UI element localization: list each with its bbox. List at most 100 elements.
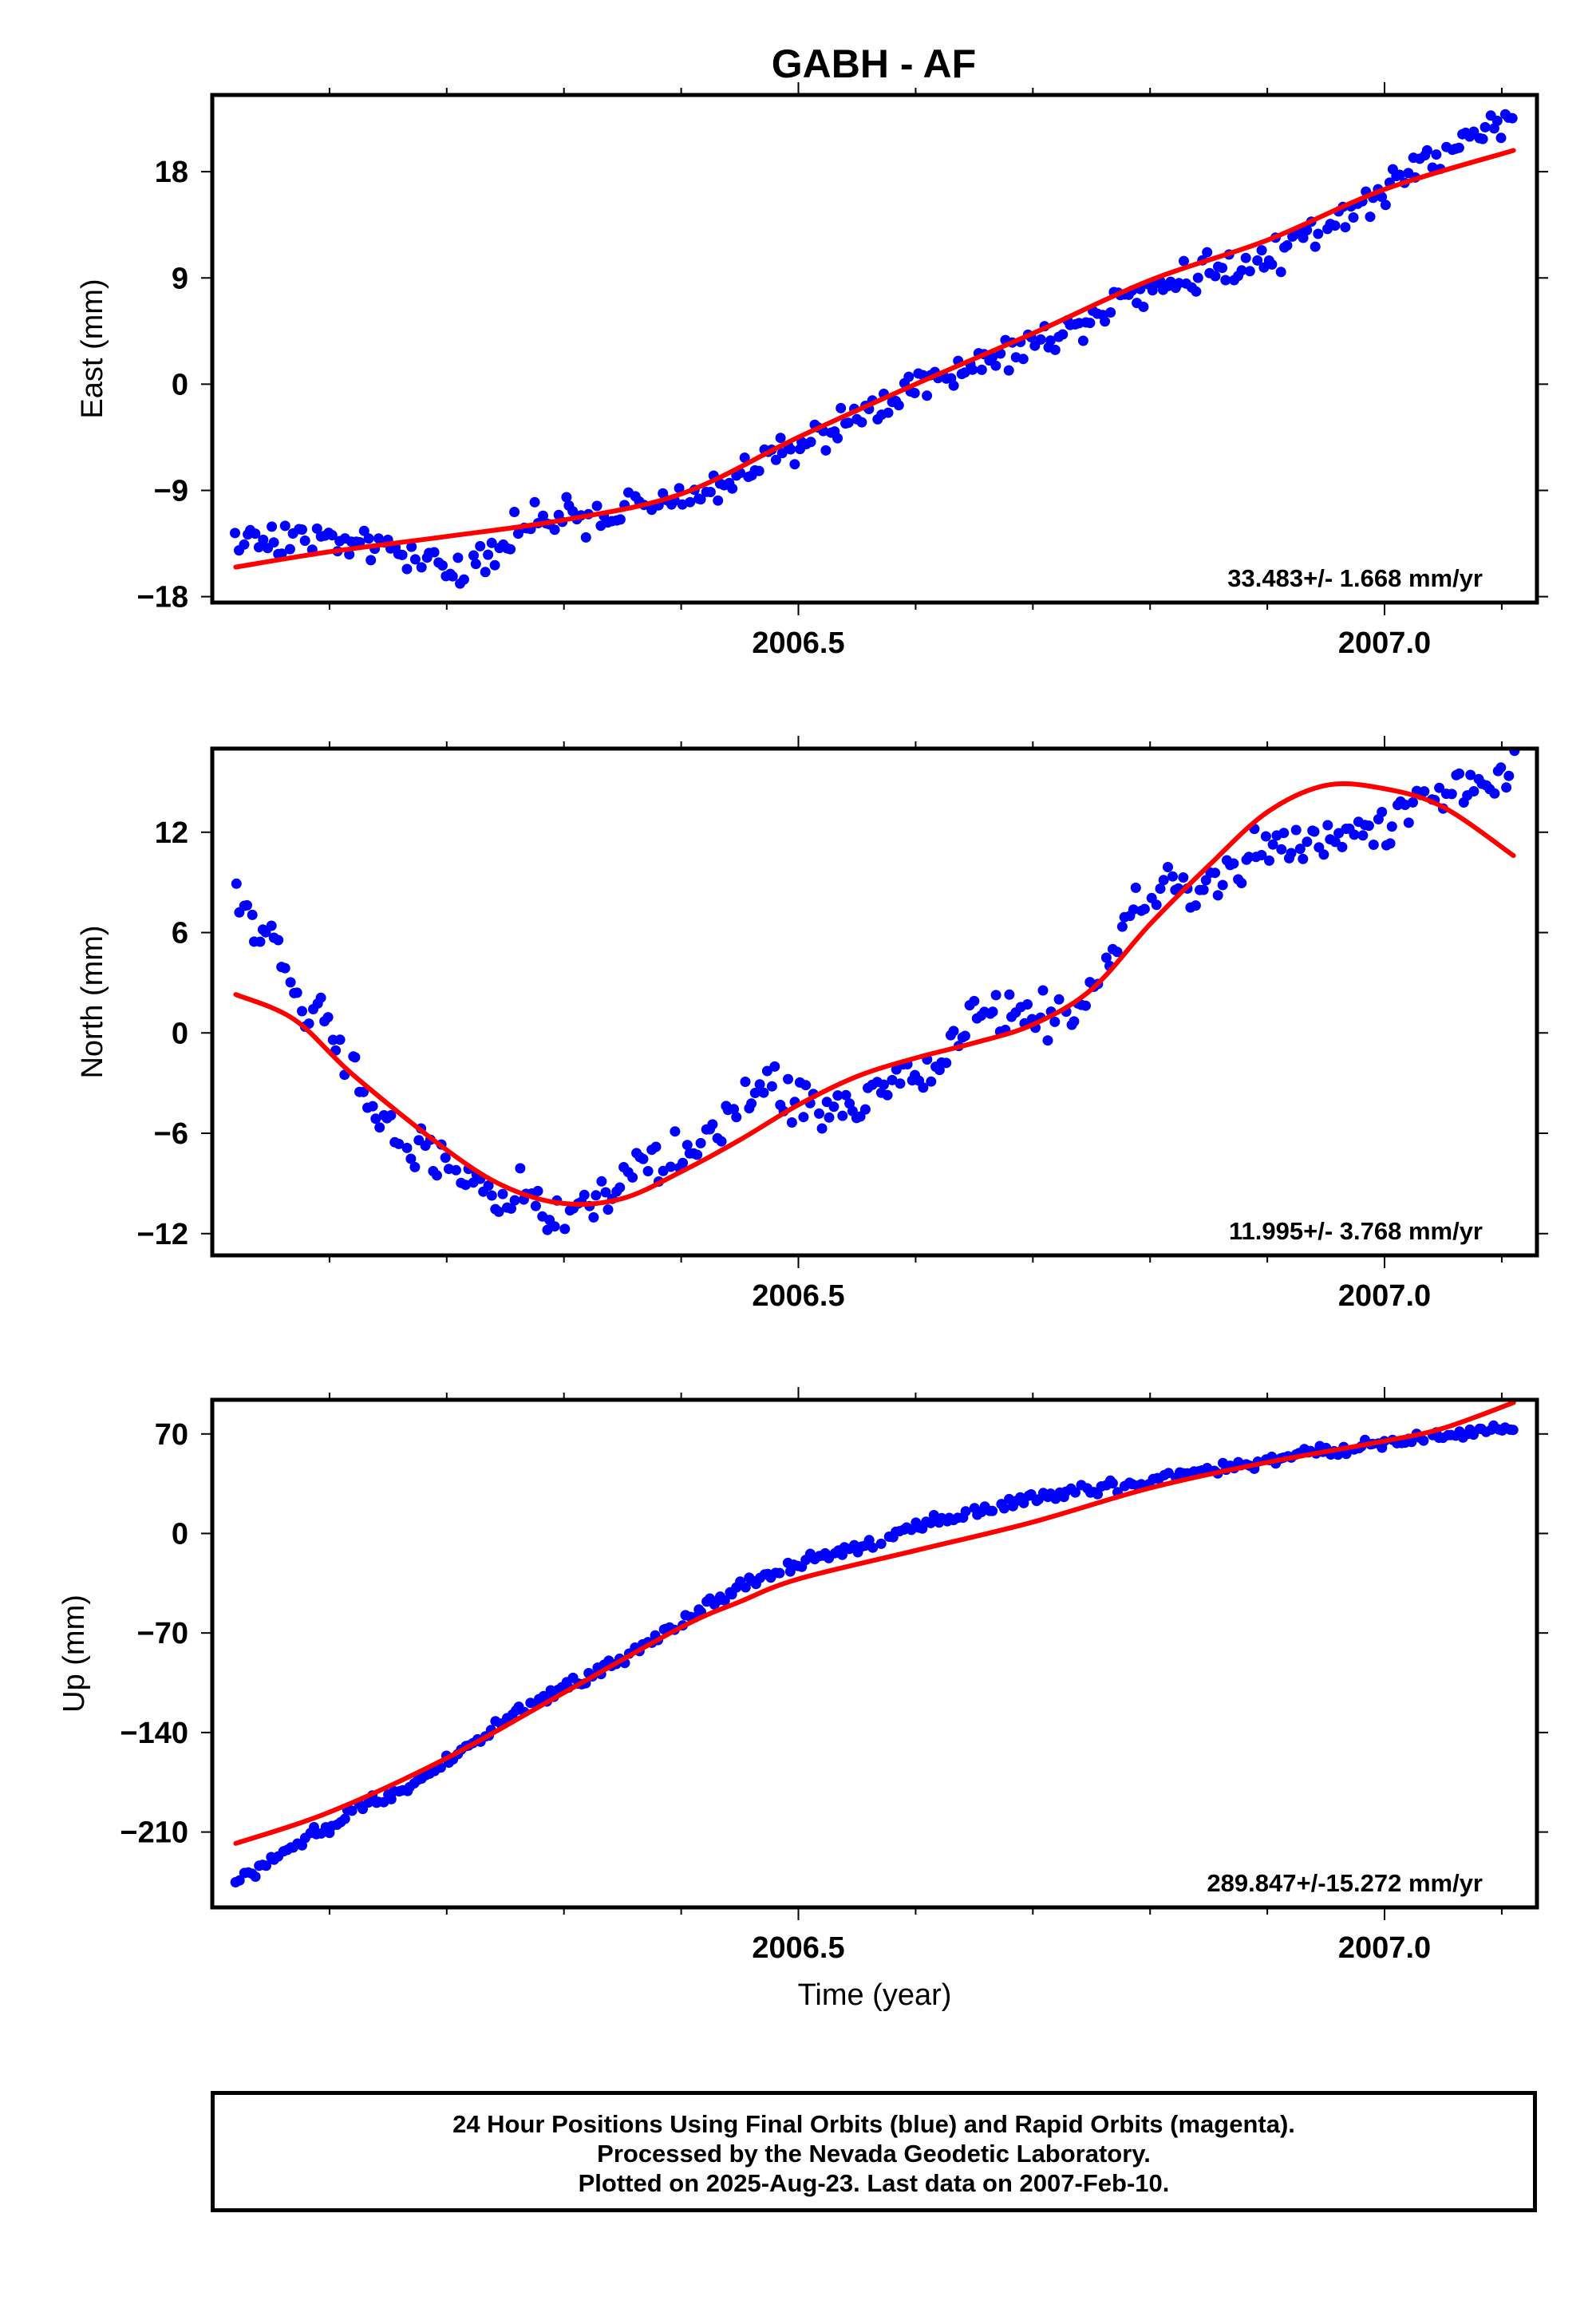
data-point [928, 1510, 939, 1520]
data-point [716, 1136, 727, 1147]
data-point [1348, 212, 1359, 223]
x-tick-label: 2007.0 [1338, 626, 1431, 660]
plot-area [231, 749, 1520, 1235]
y-tick-label: −140 [120, 1717, 188, 1750]
data-point [1465, 769, 1476, 781]
data-point [1069, 1016, 1080, 1027]
data-point [1282, 240, 1293, 251]
data-point [1116, 921, 1128, 932]
data-point [1322, 820, 1333, 831]
data-point [1309, 826, 1320, 837]
y-tick-label: −6 [154, 1117, 188, 1151]
data-point [1341, 1448, 1352, 1460]
y-tick-label: 70 [155, 1418, 188, 1452]
data-point [1217, 879, 1228, 891]
data-point [432, 1170, 442, 1181]
data-point [998, 1503, 1009, 1514]
data-point [959, 1030, 970, 1041]
data-point [596, 1176, 607, 1187]
data-point [800, 1080, 812, 1091]
data-point [739, 453, 750, 463]
data-point [1035, 334, 1046, 345]
data-point [350, 1052, 361, 1063]
data-point [893, 400, 904, 411]
data-point [497, 1188, 508, 1199]
data-point [505, 543, 516, 555]
data-point [1454, 768, 1465, 779]
data-point [713, 495, 724, 506]
data-point [416, 562, 427, 573]
data-point [1386, 821, 1397, 832]
data-point [588, 1211, 599, 1223]
chart-title: GABH - AF [772, 41, 976, 86]
data-point [867, 1542, 879, 1553]
data-point [1267, 839, 1278, 850]
data-point [1136, 1479, 1147, 1490]
data-point [987, 1006, 998, 1018]
data-point [749, 1088, 760, 1098]
data-point [409, 554, 421, 565]
footer-line-2: Processed by the Nevada Geodetic Laborat… [597, 2140, 1151, 2168]
data-point [836, 402, 847, 413]
data-point [1453, 142, 1464, 153]
footer-line-3: Plotted on 2025-Aug-23. Last data on 200… [578, 2169, 1170, 2197]
data-point [311, 523, 322, 534]
data-point [231, 878, 242, 889]
data-point [1434, 782, 1445, 793]
data-point [1278, 828, 1290, 839]
data-point [458, 574, 469, 585]
data-point [385, 1793, 397, 1804]
data-point [925, 1517, 936, 1528]
data-point [437, 560, 448, 571]
plot-area [230, 1400, 1519, 1887]
data-point [1077, 335, 1088, 346]
data-point [770, 454, 781, 465]
footer-line-1: 24 Hour Positions Using Final Orbits (bl… [452, 2110, 1295, 2138]
data-point [284, 543, 295, 555]
x-tick-label: 2006.5 [752, 1931, 844, 1965]
data-point [393, 1138, 405, 1149]
data-point [960, 1506, 971, 1517]
data-point [837, 1110, 848, 1121]
data-point [258, 534, 269, 545]
data-point [1100, 952, 1112, 963]
data-point [255, 936, 266, 947]
data-point [642, 1166, 654, 1176]
data-point [529, 496, 540, 508]
data-point [567, 506, 579, 517]
y-axis-label: North (mm) [76, 925, 109, 1078]
data-point [670, 1126, 681, 1137]
data-point [291, 987, 302, 998]
data-point [1479, 121, 1491, 132]
data-point [1037, 985, 1049, 996]
data-point [909, 388, 920, 398]
data-point [1080, 1000, 1091, 1011]
data-point [816, 1123, 828, 1134]
data-point [1368, 840, 1379, 850]
data-point [1212, 890, 1223, 901]
data-point [1017, 354, 1029, 365]
data-point [1022, 999, 1033, 1010]
data-point [1310, 241, 1321, 252]
data-point [1190, 900, 1201, 911]
data-point [1042, 1035, 1053, 1046]
data-point [1408, 796, 1418, 808]
data-point [969, 995, 980, 1006]
data-point [820, 445, 832, 456]
data-point [1210, 868, 1221, 879]
data-point [1198, 884, 1209, 895]
data-point [681, 1140, 693, 1151]
rate-label: 289.847+/-15.272 mm/yr [1207, 1869, 1483, 1897]
data-point [299, 536, 310, 546]
data-point [509, 1195, 520, 1206]
x-tick-label: 2007.0 [1338, 1279, 1431, 1313]
x-tick-label: 2006.5 [752, 1279, 844, 1313]
data-point [754, 1079, 765, 1090]
data-point [774, 1567, 785, 1579]
y-tick-label: 6 [172, 917, 188, 951]
data-point [1266, 259, 1278, 270]
data-point [1018, 1497, 1029, 1508]
data-point [1151, 899, 1162, 911]
data-point [250, 1871, 261, 1882]
data-point [1070, 1487, 1080, 1498]
